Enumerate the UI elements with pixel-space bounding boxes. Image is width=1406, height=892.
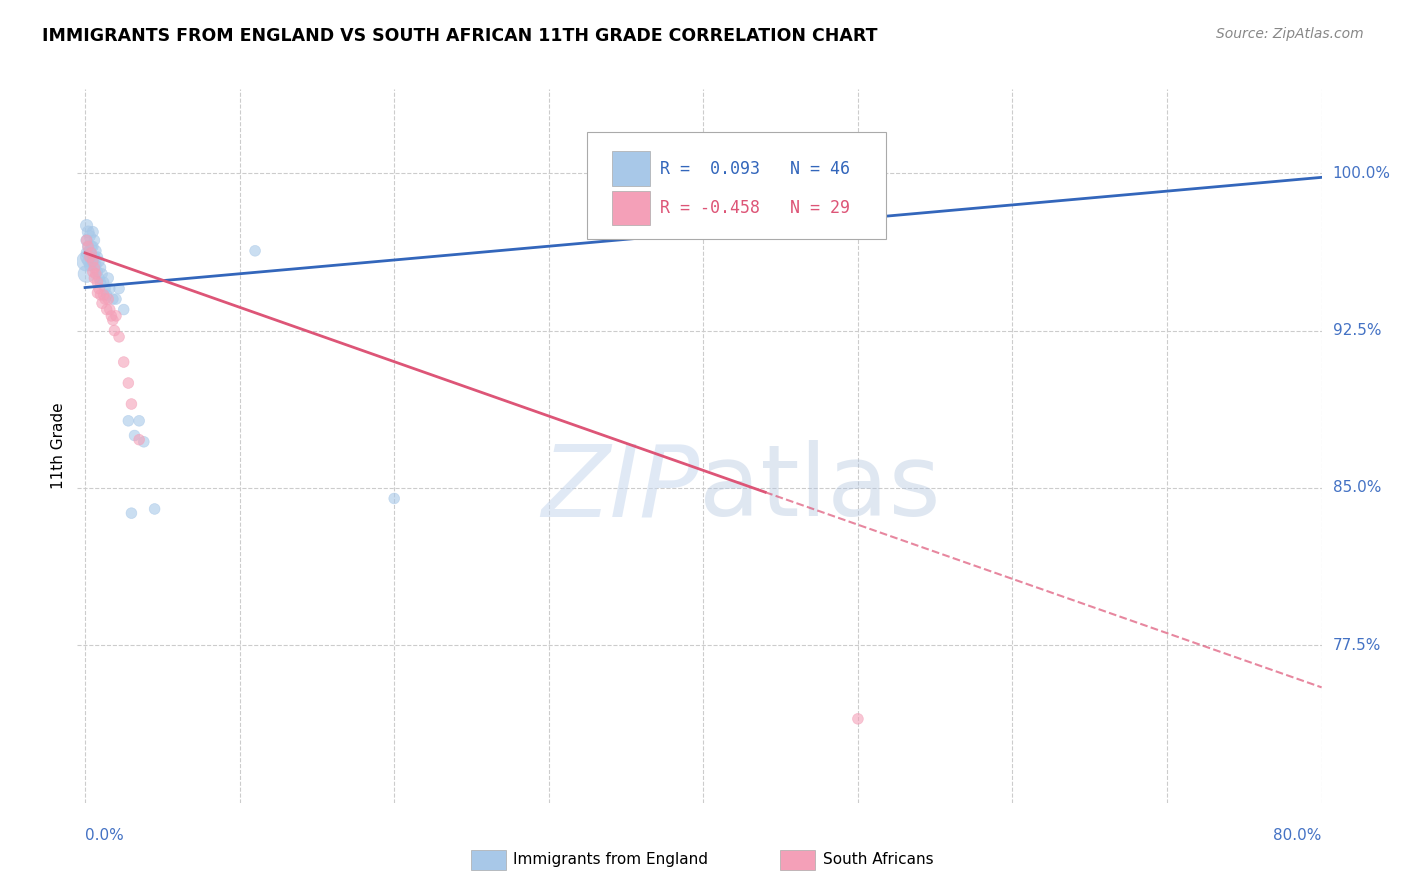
Text: Immigrants from England: Immigrants from England (513, 853, 709, 867)
Text: R =  0.093   N = 46: R = 0.093 N = 46 (659, 161, 849, 178)
Point (77, 250, 100, 264)
Point (86, 265, 108, 279)
Point (87, 282, 110, 296)
Point (93, 288, 115, 302)
Point (80, 239, 103, 253)
Point (80, 254, 103, 268)
Point (89, 275, 111, 289)
Text: ZIP: ZIP (541, 441, 700, 537)
Point (76, 267, 98, 281)
Point (83, 250, 105, 264)
Point (77, 225, 100, 239)
Text: Source: ZipAtlas.com: Source: ZipAtlas.com (1216, 27, 1364, 41)
Point (83, 260, 105, 275)
Point (84, 259, 107, 273)
Point (84, 244, 107, 258)
Y-axis label: 11th Grade: 11th Grade (51, 402, 66, 490)
Point (84, 267, 107, 281)
Point (97, 271, 120, 285)
Point (98, 282, 121, 296)
Point (76, 233, 98, 247)
Point (82, 265, 104, 279)
Text: 92.5%: 92.5% (1333, 323, 1381, 338)
Point (76, 219, 98, 233)
Bar (613, 152, 650, 186)
Text: 100.0%: 100.0% (1333, 166, 1391, 181)
Point (124, 428, 146, 442)
Text: South Africans: South Africans (823, 853, 934, 867)
Point (108, 330, 131, 344)
Point (132, 434, 155, 449)
Point (382, 491, 405, 506)
Point (77, 239, 100, 253)
Point (91, 296, 114, 310)
Point (104, 292, 127, 306)
Point (79, 259, 101, 273)
Point (82, 254, 104, 268)
Point (79, 244, 101, 258)
Point (101, 313, 124, 327)
Point (103, 324, 125, 338)
Point (87, 254, 110, 268)
Point (94, 282, 117, 296)
Point (120, 397, 142, 411)
Point (76, 233, 98, 247)
Text: 80.0%: 80.0% (1274, 828, 1322, 843)
Text: IMMIGRANTS FROM ENGLAND VS SOUTH AFRICAN 11TH GRADE CORRELATION CHART: IMMIGRANTS FROM ENGLAND VS SOUTH AFRICAN… (42, 27, 877, 45)
FancyBboxPatch shape (588, 132, 886, 239)
Point (800, 183, 823, 197)
Point (82, 254, 104, 268)
Bar (613, 191, 650, 225)
Point (108, 282, 131, 296)
Point (86, 275, 108, 289)
Point (91, 267, 114, 281)
Point (117, 376, 139, 390)
Point (83, 233, 105, 247)
Point (87, 271, 110, 285)
Point (94, 292, 117, 306)
Point (89, 288, 111, 302)
Point (76, 254, 98, 268)
Point (86, 250, 108, 264)
Point (100, 309, 122, 323)
Point (112, 355, 135, 369)
Point (101, 292, 124, 306)
Point (143, 502, 166, 516)
Point (128, 433, 150, 447)
Point (79, 250, 101, 264)
Point (128, 414, 150, 428)
Point (79, 229, 101, 244)
Point (96, 288, 118, 302)
Point (243, 244, 266, 258)
Point (97, 292, 120, 306)
Point (82, 239, 104, 253)
Point (93, 275, 115, 289)
Text: 0.0%: 0.0% (84, 828, 124, 843)
Point (77, 254, 100, 268)
Point (96, 302, 118, 317)
Point (112, 302, 135, 317)
Point (846, 712, 869, 726)
Point (120, 506, 142, 520)
Point (98, 302, 121, 317)
Point (80, 246, 103, 260)
Text: atlas: atlas (700, 441, 941, 537)
Text: 85.0%: 85.0% (1333, 481, 1381, 495)
Point (83, 271, 105, 285)
Text: R = -0.458   N = 29: R = -0.458 N = 29 (659, 199, 849, 217)
Point (89, 260, 111, 275)
Point (82, 225, 104, 239)
Point (117, 414, 139, 428)
Point (77, 239, 100, 253)
Point (76, 246, 98, 260)
Point (104, 309, 127, 323)
Text: 77.5%: 77.5% (1333, 638, 1381, 653)
Point (86, 285, 108, 300)
